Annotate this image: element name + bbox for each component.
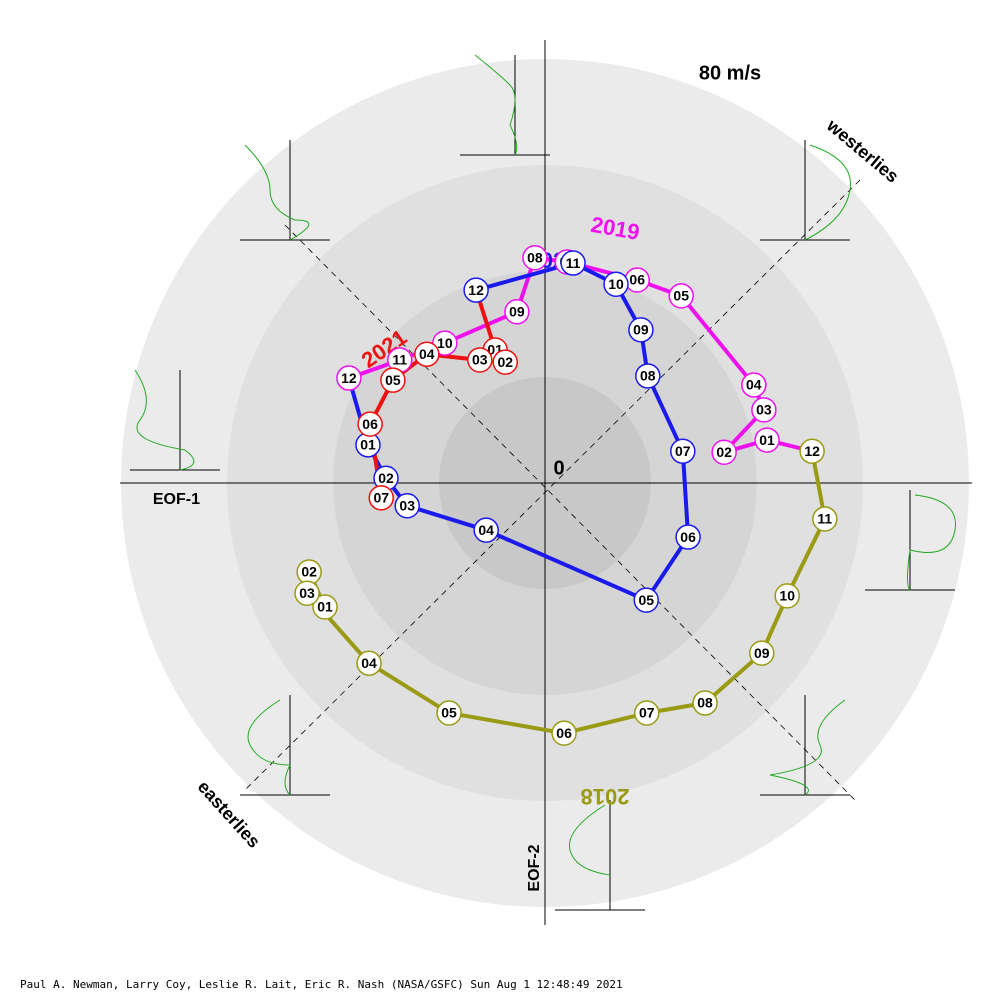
month-label: 06 <box>556 725 572 741</box>
inset <box>240 695 330 796</box>
year-label: 2018 <box>581 784 630 809</box>
month-label: 06 <box>362 416 378 432</box>
month-label: 10 <box>608 276 624 292</box>
month-point <box>628 317 654 343</box>
month-point <box>504 299 530 325</box>
month-label: 10 <box>779 588 795 604</box>
footer: Paul A. Newman, Larry Coy, Leslie R. Lai… <box>20 978 623 991</box>
inset <box>460 54 550 156</box>
month-label: 03 <box>299 585 315 601</box>
month-label: 09 <box>754 645 770 661</box>
month-point <box>551 720 577 746</box>
month-point <box>463 277 489 303</box>
month-label: 08 <box>527 249 543 265</box>
month-label: 01 <box>759 432 775 448</box>
month-label: 03 <box>399 497 415 513</box>
month-point <box>467 347 493 373</box>
y-axis-label: EOF-2 <box>526 844 543 891</box>
month-label: 04 <box>478 522 494 538</box>
month-point <box>603 271 629 297</box>
inset <box>130 369 220 471</box>
month-point <box>522 245 548 271</box>
month-point <box>368 485 394 511</box>
month-point <box>668 283 694 309</box>
month-point <box>473 517 499 543</box>
month-point <box>380 367 406 393</box>
month-label: 02 <box>497 354 513 370</box>
month-point <box>356 650 382 676</box>
month-point <box>414 341 440 367</box>
month-label: 05 <box>441 705 457 721</box>
month-point <box>336 365 362 391</box>
inset <box>240 140 330 241</box>
month-point <box>560 250 586 276</box>
month-point <box>812 506 838 532</box>
month-point <box>670 438 696 464</box>
diagonal <box>284 224 856 801</box>
month-point <box>749 640 775 666</box>
month-label: 03 <box>756 402 772 418</box>
month-label: 10 <box>437 335 453 351</box>
month-point <box>312 594 338 620</box>
month-point <box>492 349 518 375</box>
month-label: 07 <box>675 443 691 459</box>
month-label: 07 <box>373 490 389 506</box>
inset <box>865 490 956 591</box>
month-label: 09 <box>509 304 525 320</box>
month-point <box>635 363 661 389</box>
month-point <box>634 700 660 726</box>
axes <box>120 40 972 925</box>
month-label: 04 <box>746 377 762 393</box>
month-label: 05 <box>638 592 654 608</box>
month-point <box>436 700 462 726</box>
month-label: 04 <box>419 346 435 362</box>
month-label: 01 <box>360 437 376 453</box>
month-label: 03 <box>472 352 488 368</box>
r-tick-label: 80 m/s <box>699 62 761 84</box>
month-label: 11 <box>566 255 581 271</box>
month-label: 05 <box>673 288 689 304</box>
month-point <box>394 493 420 519</box>
month-point <box>754 427 780 453</box>
month-label: 06 <box>680 529 696 545</box>
month-point <box>675 524 701 550</box>
month-label: 09 <box>633 322 649 338</box>
month-point <box>751 397 777 423</box>
month-label: 02 <box>301 564 317 580</box>
month-label: 05 <box>385 372 401 388</box>
month-point <box>357 411 383 437</box>
month-label: 12 <box>341 370 357 386</box>
month-label: 12 <box>468 282 484 298</box>
profile-insets <box>130 54 956 911</box>
month-point <box>799 438 825 464</box>
inset <box>555 800 645 911</box>
month-point <box>711 439 737 466</box>
month-label: 12 <box>804 443 820 459</box>
month-point <box>774 583 800 609</box>
month-label: 07 <box>639 705 655 721</box>
month-label: 06 <box>629 272 645 288</box>
month-label: 08 <box>640 368 656 384</box>
month-label: 02 <box>716 444 732 460</box>
month-label: 08 <box>697 695 713 711</box>
month-point <box>633 587 659 613</box>
month-point <box>741 372 767 398</box>
month-label: 02 <box>378 470 394 486</box>
month-label: 01 <box>317 599 333 615</box>
month-label: 11 <box>392 352 407 368</box>
month-label: 04 <box>361 655 377 671</box>
inset <box>760 695 850 796</box>
month-label: 11 <box>817 511 832 527</box>
month-point <box>692 690 718 716</box>
month-point <box>294 580 320 606</box>
x-axis-label: EOF-1 <box>153 491 200 508</box>
inset <box>760 140 851 241</box>
diagonal <box>244 179 861 791</box>
r-tick-label: 0 <box>553 457 564 479</box>
